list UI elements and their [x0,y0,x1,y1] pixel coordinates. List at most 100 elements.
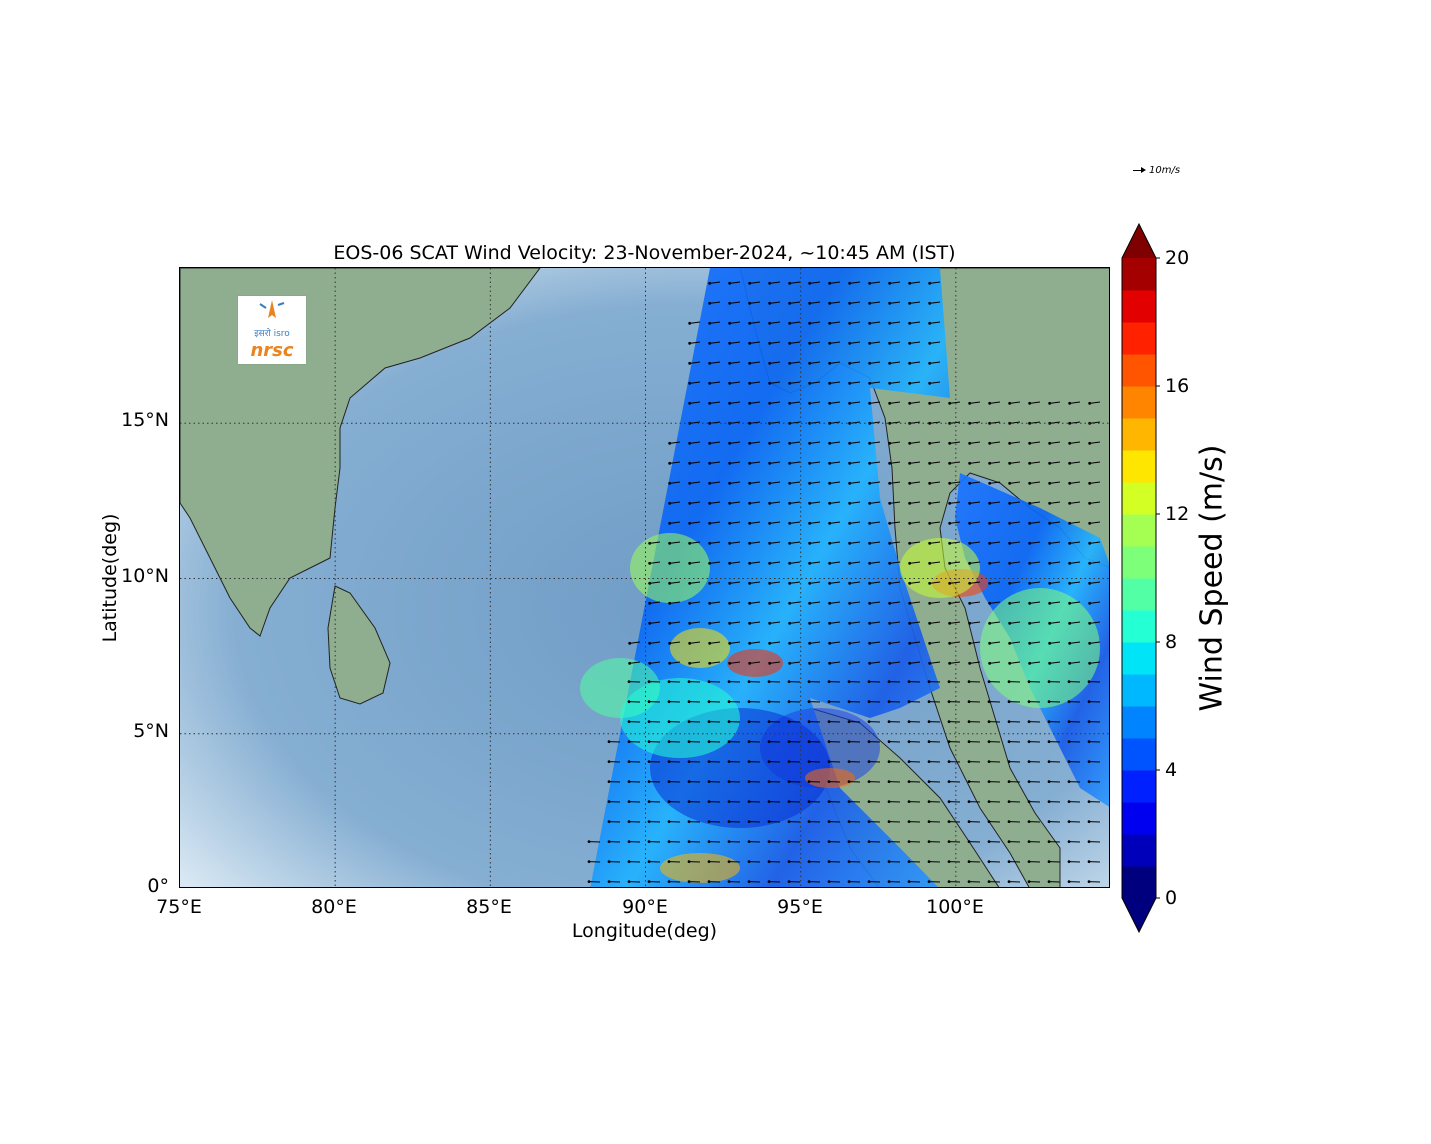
wind-vector-arrow [809,541,821,544]
wind-vector-head [627,680,631,684]
wind-vector-arrow [1069,601,1081,604]
wind-vector-head [988,421,992,425]
wind-vector-arrow [769,521,781,524]
colorbar-segment [1122,514,1156,547]
wind-vector-head [847,760,851,764]
colorbar-segment [1122,770,1156,803]
wind-vector-arrow [889,401,901,404]
wind-vector-arrow [749,501,761,504]
wind-vector-head [627,700,631,704]
wind-vector-head [988,581,992,585]
wind-vector-arrow [649,581,661,584]
wind-vector-head [728,501,732,505]
wind-vector-head [788,601,792,605]
wind-vector-arrow [789,301,801,304]
wind-vector-head [627,720,631,724]
wind-vector-head [927,700,931,704]
wind-vector-head [728,441,732,445]
wind-vector-head [787,740,791,744]
wind-vector-head [1027,700,1031,704]
wind-vector-head [787,800,791,804]
wind-vector-head [707,740,711,744]
wind-vector-head [1028,621,1032,625]
wind-vector-head [808,421,812,425]
wind-vector-head [1008,401,1012,405]
wind-vector-head [828,341,832,345]
wind-vector-head [787,680,791,684]
wind-vector-head [908,541,912,545]
wind-vector-arrow [1029,601,1041,604]
wind-vector-arrow [869,541,881,544]
wind-vector-head [828,361,832,365]
wind-vector-head [768,501,772,505]
wind-vector-head [968,501,972,505]
wind-vector-head [787,820,791,824]
wind-vector-arrow [809,501,821,504]
wind-vector-head [1048,401,1052,405]
wind-vector-arrow [909,341,921,344]
wind-vector-head [948,461,952,465]
wind-vector-head [1047,760,1051,764]
wind-vector-head [1088,401,1092,405]
wind-vector-arrow [1009,621,1021,624]
wind-vector-arrow [929,661,941,664]
wind-vector-head [867,860,871,864]
wind-vector-head [808,341,812,345]
wind-vector-head [708,601,712,605]
wind-vector-head [1068,401,1072,405]
wind-vector-arrow [809,601,821,604]
wind-vector-head [727,820,731,824]
wind-vector-head [1087,720,1091,724]
wind-vector-head [1007,680,1011,684]
wind-vector-arrow [1029,621,1041,624]
wind-vector-arrow [889,581,901,584]
wind-vector-arrow [649,541,661,544]
wind-vector-head [888,481,892,485]
wind-vector-head [848,521,852,525]
wind-vector-head [1087,840,1091,844]
wind-vector-head [768,581,772,585]
wind-vector-arrow [889,301,901,304]
wind-vector-head [928,441,932,445]
wind-vector-head [748,521,752,525]
wind-vector-head [868,601,872,605]
sri-lanka-landmass [327,585,391,705]
wind-vector-head [627,760,631,764]
wind-vector-head [667,780,671,784]
wind-vector-head [1068,461,1072,465]
wind-vector-head [988,401,992,405]
wind-vector-head [728,281,732,285]
wind-vector-head [1028,581,1032,585]
colorbar-segment [1122,834,1156,867]
wind-vector-head [807,880,811,884]
wind-vector-arrow [869,561,881,564]
wind-vector-head [727,880,731,884]
wind-vector-head [927,840,931,844]
wind-vector-head [788,421,792,425]
wind-vector-arrow [789,601,801,604]
wind-vector-head [948,601,952,605]
wind-vector-arrow [929,341,941,344]
wind-vector-arrow [989,541,1001,544]
wind-vector-head [927,860,931,864]
wind-vector-head [788,621,792,625]
wind-vector-head [928,361,932,365]
wind-vector-head [987,780,991,784]
wind-vector-head [668,621,672,625]
wind-vector-head [788,561,792,565]
wind-vector-head [1007,840,1011,844]
wind-vector-head [808,501,812,505]
wind-vector-arrow [849,301,861,304]
wind-vector-arrow [849,641,861,644]
wind-vector-arrow [689,461,701,464]
wind-vector-head [947,820,951,824]
wind-vector-head [747,820,751,824]
wind-vector-arrow [749,621,761,624]
wind-vector-arrow [789,621,801,624]
wind-vector-arrow [1029,461,1041,464]
wind-vector-head [808,521,812,525]
wind-vector-head [828,481,832,485]
wind-vector-arrow [629,661,641,664]
wind-vector-arrow [709,461,721,464]
wind-vector-head [728,541,732,545]
